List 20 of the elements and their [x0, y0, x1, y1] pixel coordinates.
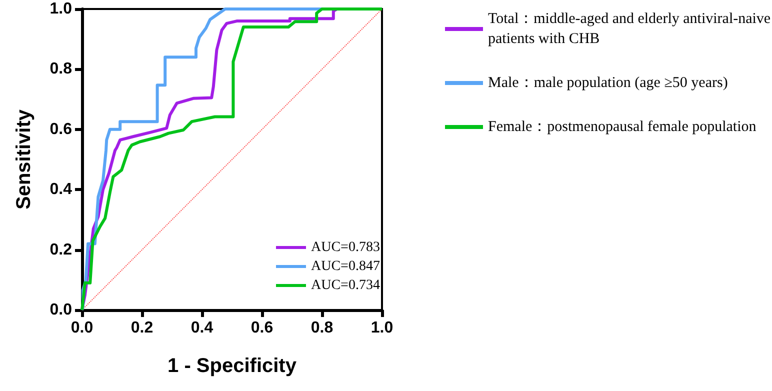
- x-tick-label: 0.8: [310, 320, 334, 336]
- legend-label: Female：postmenopausal female population: [488, 119, 757, 135]
- legend-label: Male：male population (age ≥50 years): [488, 75, 728, 91]
- x-tick-label: 0.0: [70, 320, 94, 336]
- y-tick-label: 1.0: [50, 0, 72, 18]
- x-axis-title: 1 - Specificity: [168, 355, 298, 377]
- y-tick-label: 0.4: [50, 181, 72, 198]
- x-tick-label: 1.0: [370, 320, 394, 336]
- y-tick-label: 0.6: [50, 120, 72, 138]
- annotation: AUC=0.847: [311, 258, 380, 276]
- x-tick-label: 0.2: [130, 320, 154, 336]
- y-tick-label: 0.0: [50, 302, 72, 318]
- annotation: AUC=0.734: [311, 277, 380, 295]
- y-tick-label: 0.8: [50, 60, 72, 78]
- legend-label: Total：middle-aged and elderly antiviral-naive patients with CHB: [488, 11, 772, 47]
- y-tick-label: 0.2: [50, 241, 72, 258]
- y-axis-title: Sensitivity: [13, 108, 35, 210]
- annotation: AUC=0.783: [311, 239, 380, 257]
- x-tick-label: 0.4: [190, 320, 214, 336]
- x-tick-label: 0.6: [250, 320, 274, 336]
